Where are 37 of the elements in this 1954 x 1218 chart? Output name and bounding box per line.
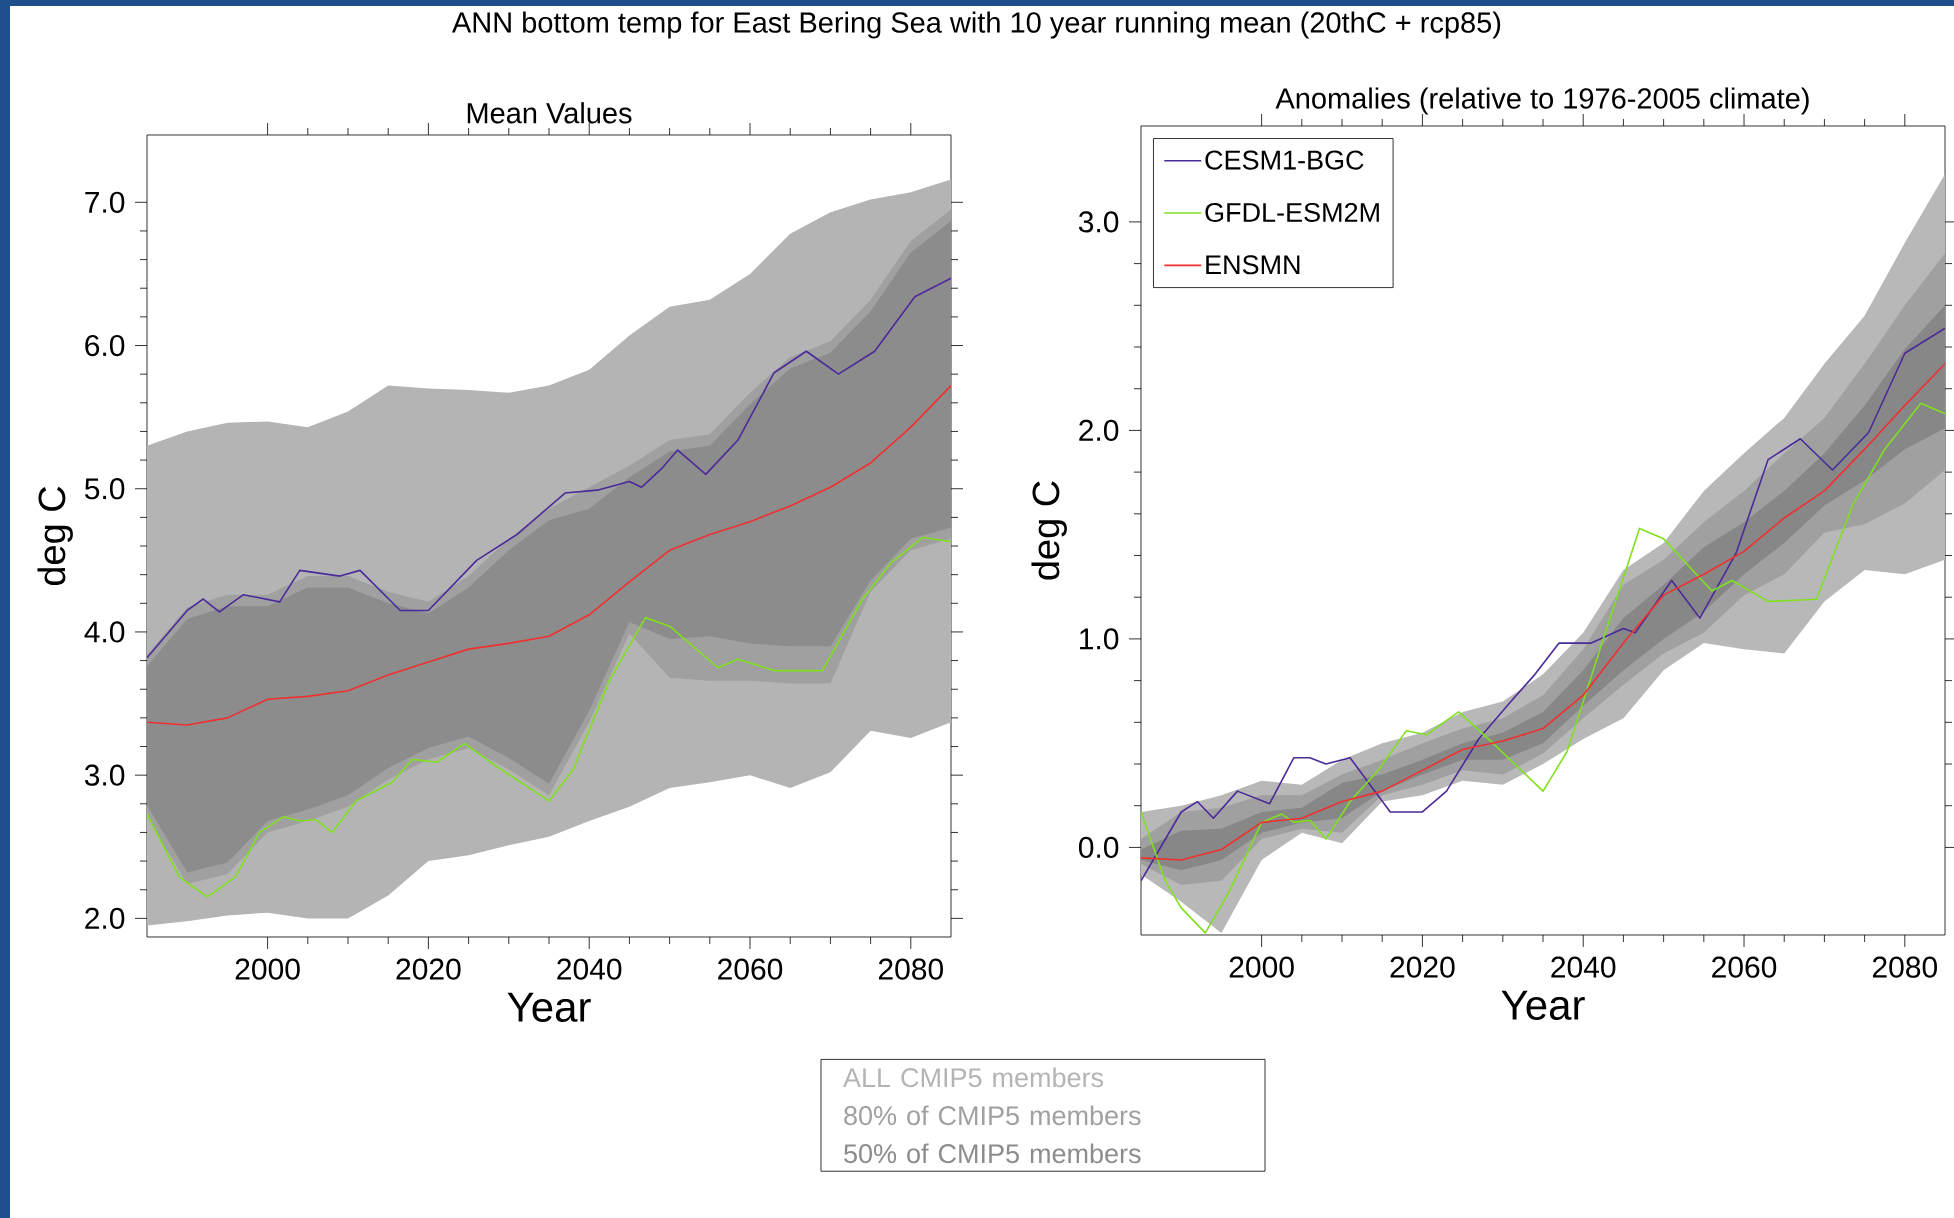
y-tick-label: 1.0 [1080, 628, 1119, 650]
x-tick-label: 2040 [557, 958, 622, 980]
legend-label: GFDL-ESM2M [1205, 202, 1379, 222]
x-tick-label: 2000 [235, 958, 300, 980]
line-series [147, 536, 952, 898]
y-tick-label: 6.0 [85, 334, 125, 357]
x-tick-label: 2000 [1229, 956, 1294, 978]
legend-label: ALL CMIP5 members [843, 1067, 1104, 1088]
y-tick-label: 2.0 [85, 907, 125, 929]
y-tick-label: 3.0 [84, 764, 125, 786]
x-tick-label: 2040 [1551, 956, 1616, 978]
x-axis-title: Year [507, 992, 591, 1022]
line-series [1141, 402, 1946, 934]
x-tick-label: 2060 [1712, 956, 1777, 978]
y-tick-label: 5.0 [84, 478, 125, 500]
chart-title: Mean Values [467, 102, 632, 124]
line-series [147, 277, 952, 659]
chart-title: Anomalies (relative to 1976-2005 climate) [1275, 87, 1809, 115]
x-tick-label: 2060 [718, 958, 783, 980]
y-axis-title: deg C [1031, 481, 1067, 580]
y-tick-label: 4.0 [84, 621, 125, 643]
legend-label: 50% of CMIP5 members [844, 1143, 1141, 1164]
x-tick-label: 2080 [1872, 956, 1937, 978]
x-tick-label: 2080 [878, 958, 943, 980]
y-axis-title: deg C [37, 486, 73, 586]
text: ANN bottom temp for East Bering Sea with 10 year running mean (20thC + rcp85) [451, 11, 1501, 39]
x-axis-title: Year [1501, 990, 1585, 1020]
y-tick-label: 7.0 [85, 191, 125, 213]
legend-label: CESM1-BGC [1205, 150, 1364, 170]
x-tick-label: 2020 [1390, 956, 1455, 978]
y-tick-label: 3.0 [1078, 211, 1119, 233]
y-tick-label: 0.0 [1078, 836, 1119, 859]
line-series [147, 384, 952, 726]
y-tick-label: 2.0 [1079, 419, 1119, 442]
legend-label: ENSMN [1206, 255, 1300, 275]
x-tick-label: 2020 [396, 958, 461, 980]
legend-label: 80% of CMIP5 members [844, 1105, 1141, 1126]
